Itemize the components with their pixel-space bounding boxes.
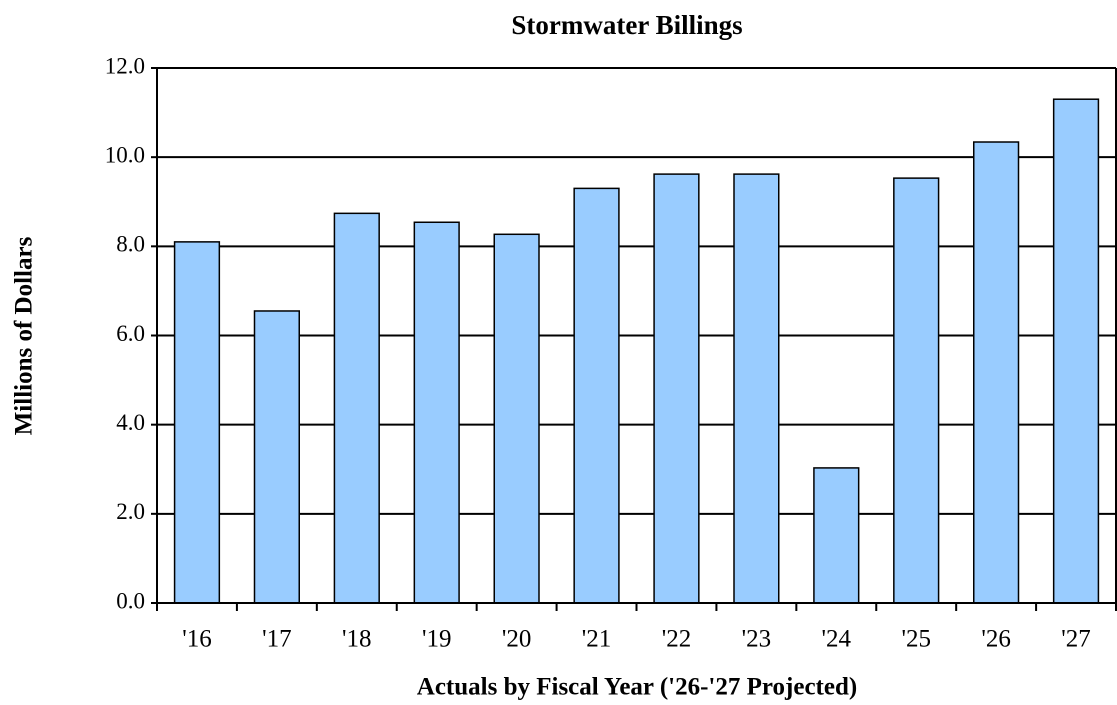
bar [653,173,700,604]
x-tick-label: '22 [662,626,692,653]
y-tick-label: 6.0 [116,321,145,346]
bar [893,177,940,604]
x-tick-label: '26 [981,626,1011,653]
bar [413,221,460,604]
bar [253,310,301,604]
y-tick-label: 4.0 [116,410,145,435]
bar [333,212,380,604]
x-tick-label: '25 [901,626,931,653]
x-tick-label: '27 [1061,626,1091,653]
x-tick-label: '23 [742,626,772,653]
x-tick-label: '19 [422,626,452,653]
y-axis-label: Millions of Dollars [11,236,38,435]
chart-title: Stormwater Billings [511,10,742,40]
bar [1052,98,1100,604]
bar [733,173,780,604]
bar [173,241,221,604]
x-tick-label: '17 [262,626,292,653]
x-tick-label: '24 [822,626,852,653]
bar [493,233,540,604]
x-tick-label: '21 [582,626,612,653]
x-tick-label: '18 [342,626,372,653]
bar [972,141,1020,604]
x-tick-label: '16 [182,626,212,653]
y-tick-label: 12.0 [105,53,145,78]
x-tick-label: '20 [502,626,532,653]
y-tick-label: 10.0 [105,142,145,167]
y-tick-label: 2.0 [116,499,145,524]
bar [573,187,620,604]
x-axis-label: Actuals by Fiscal Year ('26-'27 Projecte… [417,674,857,701]
y-tick-label: 0.0 [116,588,145,613]
y-tick-label: 8.0 [116,232,145,257]
bar [813,467,860,604]
